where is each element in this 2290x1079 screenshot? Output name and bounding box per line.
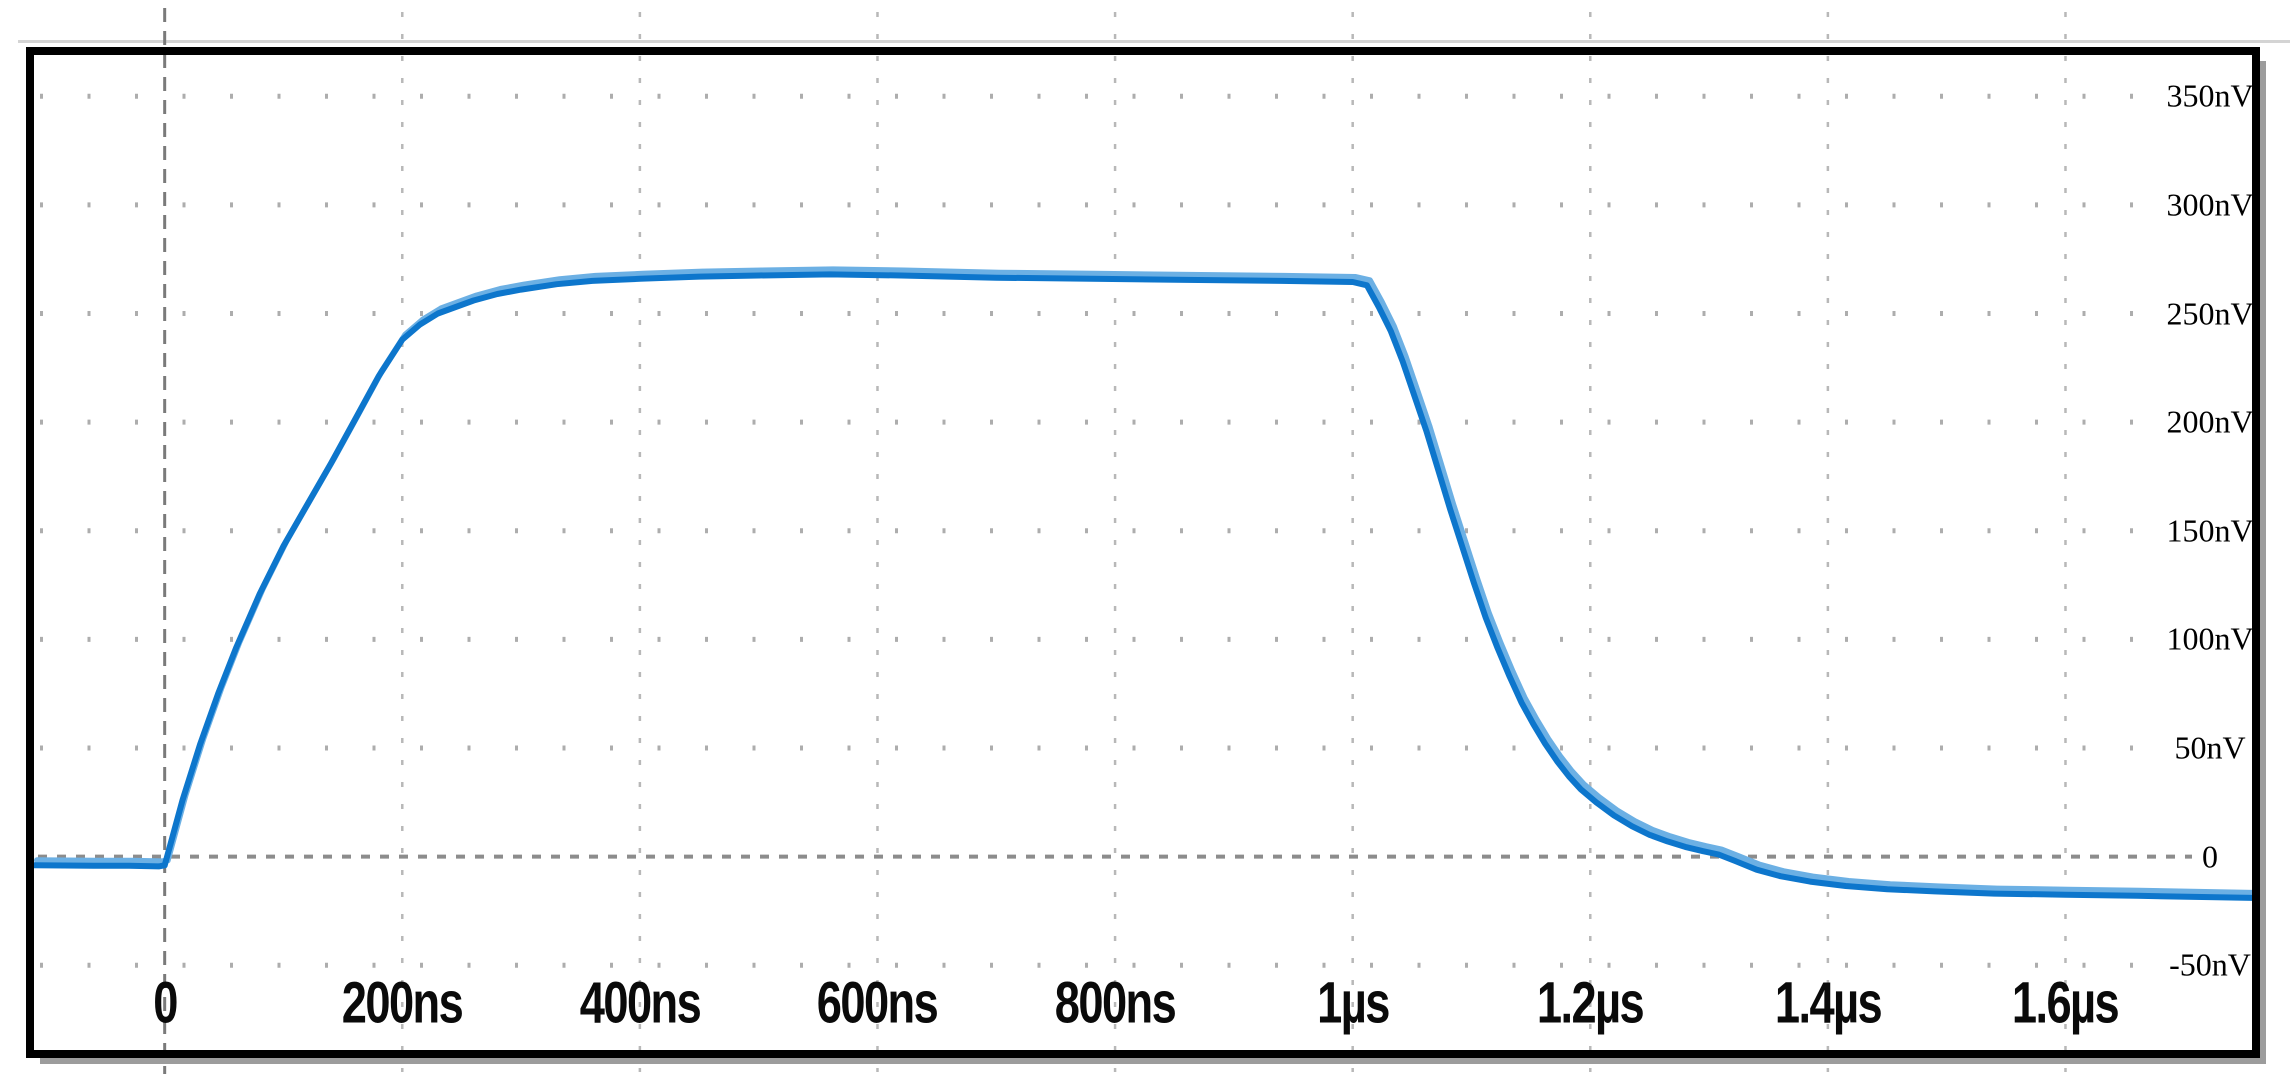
x-tick-label: 400ns (579, 970, 702, 1036)
y-tick-label: 0 (2202, 838, 2218, 875)
pulse-response-ghost-trace (34, 266, 2252, 896)
y-tick-label: 350nV (2166, 77, 2254, 114)
y-tick-label: -50nV (2169, 946, 2251, 983)
x-tick-label: 1.2µs (1537, 970, 1645, 1036)
y-tick-label: 150nV (2166, 512, 2254, 549)
pulse-response-main-trace (34, 271, 2252, 901)
x-tick-label: 1.4µs (1774, 970, 1883, 1036)
x-tick-label: 1.6µs (2012, 970, 2120, 1036)
x-tick-label: 1µs (1316, 970, 1390, 1036)
x-tick-label: 200ns (342, 970, 464, 1036)
y-tick-label: 100nV (2166, 620, 2254, 657)
y-tick-label: 50nV (2174, 729, 2246, 766)
y-tick-label: 200nV (2166, 403, 2254, 440)
x-tick-label: 0 (152, 970, 178, 1036)
y-tick-label: 250nV (2166, 295, 2254, 332)
top-hairline (18, 40, 2290, 43)
x-tick-label: 800ns (1054, 970, 1177, 1036)
x-tick-label: 600ns (817, 970, 939, 1036)
y-tick-label: 300nV (2166, 186, 2254, 223)
